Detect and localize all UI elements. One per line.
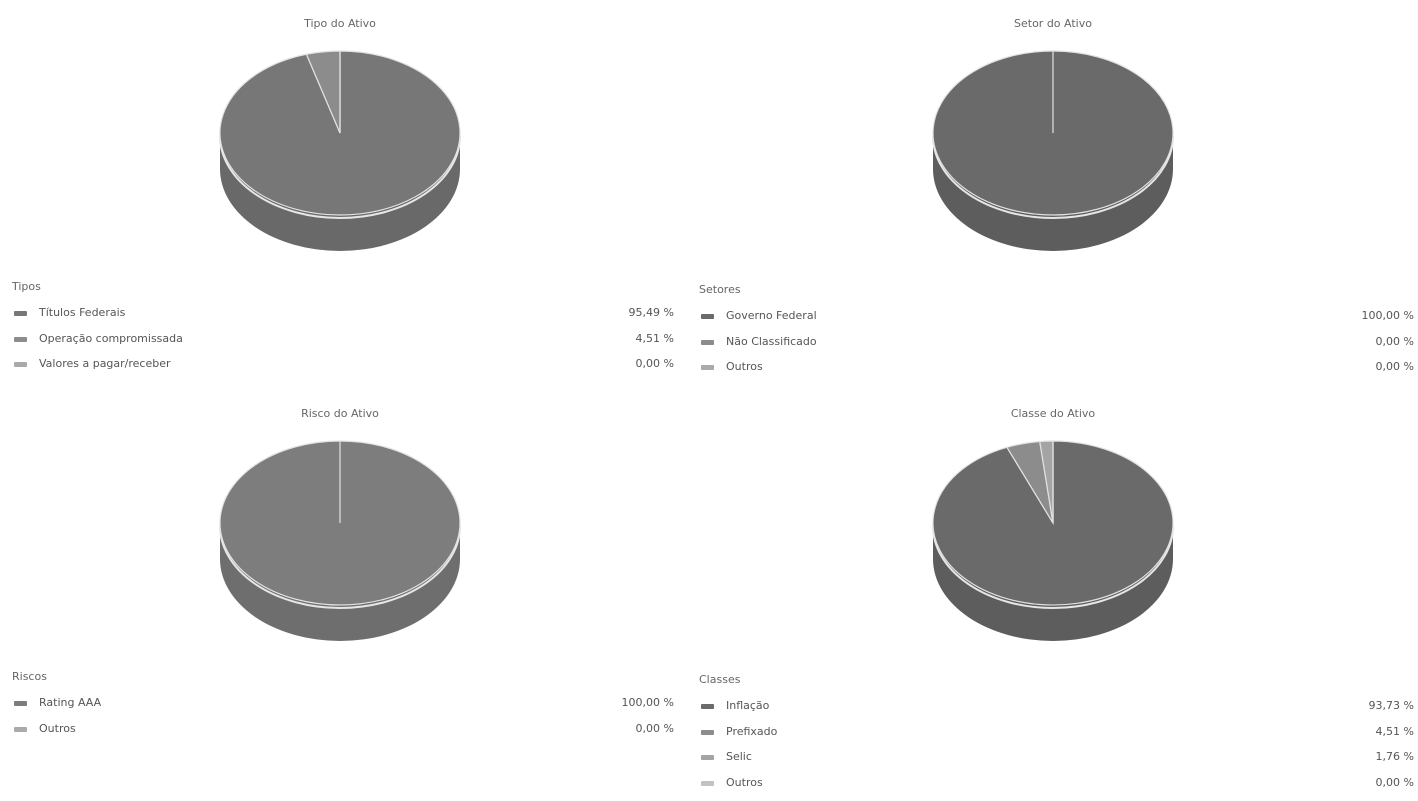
legend-title: Classes (699, 673, 740, 686)
legend-value: 0,00 % (636, 357, 674, 370)
legend-value: 0,00 % (1376, 335, 1414, 348)
pie-chart-tipo (210, 40, 470, 255)
legend-label: Selic (726, 750, 752, 763)
legend-swatch (701, 730, 714, 735)
legend-swatch (14, 727, 27, 732)
legend-value: 0,00 % (1376, 360, 1414, 373)
legend-item-governo-federal[interactable]: Governo Federal 100,00 % (699, 309, 1414, 335)
legend-title: Tipos (12, 280, 41, 293)
legend-label: Governo Federal (726, 309, 817, 322)
legend-swatch (701, 340, 714, 345)
legend-swatch (14, 311, 27, 316)
legend-value: 0,00 % (636, 722, 674, 735)
legend-item-nao-classificado[interactable]: Não Classificado 0,00 % (699, 335, 1414, 361)
legend-label: Operação compromissada (39, 332, 183, 345)
legend-item-operacao-compromissada[interactable]: Operação compromissada 4,51 % (12, 332, 674, 358)
pie-chart-classe (923, 430, 1183, 645)
chart-title: Tipo do Ativo (190, 17, 490, 30)
legend-swatch (701, 365, 714, 370)
pie-chart-setor (923, 40, 1183, 255)
legend-swatch (14, 337, 27, 342)
legend-label: Inflação (726, 699, 769, 712)
legend-value: 100,00 % (622, 696, 674, 709)
legend-value: 4,51 % (1376, 725, 1414, 738)
legend-item-inflacao[interactable]: Inflação 93,73 % (699, 699, 1414, 725)
legend-value: 4,51 % (636, 332, 674, 345)
chart-panel-classe: Classe do Ativo Classes Inflação 93,73 % P… (695, 390, 1418, 787)
legend-value: 1,76 % (1376, 750, 1414, 763)
pie-chart-risco (210, 430, 470, 645)
legend-item-outros[interactable]: Outros 0,00 % (12, 722, 674, 748)
legend-value: 93,73 % (1369, 699, 1414, 712)
legend-list: Inflação 93,73 % Prefixado 4,51 % Selic 1,76 … (699, 699, 1414, 801)
legend-value: 100,00 % (1362, 309, 1414, 322)
chart-panel-risco: Risco do Ativo Riscos Rating AAA 100,00 %… (0, 390, 690, 787)
legend-item-outros[interactable]: Outros 0,00 % (699, 360, 1414, 386)
legend-swatch (701, 755, 714, 760)
legend-title: Setores (699, 283, 741, 296)
chart-title: Risco do Ativo (190, 407, 490, 420)
legend-label: Outros (726, 360, 763, 373)
legend-list: Rating AAA 100,00 % Outros 0,00 % (12, 696, 674, 747)
chart-panel-setor: Setor do Ativo Setores Governo Federal 10… (695, 0, 1418, 390)
legend-item-selic[interactable]: Selic 1,76 % (699, 750, 1414, 776)
legend-swatch (14, 701, 27, 706)
legend-title: Riscos (12, 670, 47, 683)
legend-item-valores-a-pagar-receber[interactable]: Valores a pagar/receber 0,00 % (12, 357, 674, 383)
legend-item-titulos-federais[interactable]: Títulos Federais 95,49 % (12, 306, 674, 332)
legend-swatch (701, 704, 714, 709)
chart-title: Setor do Ativo (903, 17, 1203, 30)
chart-title: Classe do Ativo (903, 407, 1203, 420)
chart-panel-tipo: Tipo do Ativo Tipos Títulos Federais 95,4… (0, 0, 690, 390)
legend-label: Rating AAA (39, 696, 101, 709)
legend-label: Outros (39, 722, 76, 735)
legend-label: Valores a pagar/receber (39, 357, 171, 370)
legend-swatch (701, 781, 714, 786)
legend-item-rating-aaa[interactable]: Rating AAA 100,00 % (12, 696, 674, 722)
legend-list: Títulos Federais 95,49 % Operação compromi… (12, 306, 674, 383)
legend-item-prefixado[interactable]: Prefixado 4,51 % (699, 725, 1414, 751)
legend-swatch (701, 314, 714, 319)
legend-label: Não Classificado (726, 335, 817, 348)
legend-label: Prefixado (726, 725, 777, 738)
legend-swatch (14, 362, 27, 367)
legend-list: Governo Federal 100,00 % Não Classificado 0… (699, 309, 1414, 386)
legend-value: 95,49 % (629, 306, 674, 319)
legend-label: Títulos Federais (39, 306, 125, 319)
